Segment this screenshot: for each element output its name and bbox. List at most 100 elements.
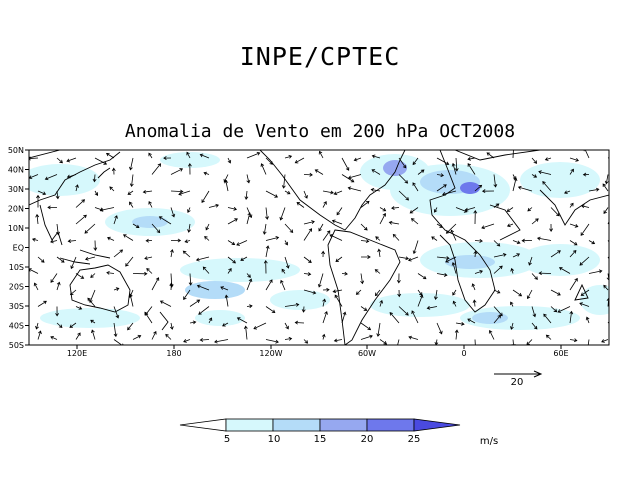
wind-arrow-icon [580, 204, 590, 209]
wind-arrow-icon [550, 250, 561, 258]
wind-arrow-icon [55, 306, 60, 317]
wind-arrow-icon [336, 207, 343, 216]
wind-arrow-icon [318, 223, 324, 232]
wind-arrow-icon [409, 207, 419, 214]
wind-arrow-icon [322, 190, 334, 195]
wind-arrow-icon [182, 250, 191, 258]
wind-arrow-icon [569, 240, 578, 246]
wind-arrow-icon [84, 223, 96, 234]
wind-arrow-icon [398, 306, 409, 316]
wind-arrow-icon [569, 310, 574, 324]
wind-arrow-icon [410, 218, 419, 225]
wind-arrow-icon [142, 189, 153, 194]
wind-arrow-icon [452, 300, 457, 307]
wind-arrow-icon [35, 322, 39, 330]
wind-arrow-icon [70, 256, 77, 270]
wind-arrow-icon [56, 157, 63, 164]
wind-arrow-icon [165, 333, 172, 340]
wind-arrow-icon [151, 277, 160, 291]
wind-arrow-icon [436, 256, 450, 260]
wind-arrow-icon [361, 255, 371, 259]
wind-arrow-icon [341, 311, 347, 324]
wind-arrow-icon [148, 201, 153, 208]
wind-arrow-icon [31, 237, 39, 242]
wind-arrow-icon [47, 205, 58, 210]
wind-arrow-icon [377, 248, 382, 258]
wind-arrow-icon [125, 256, 134, 267]
wind-arrow-icon [279, 207, 286, 221]
wind-arrow-icon [451, 261, 457, 274]
wind-arrow-icon [184, 239, 191, 244]
wind-arrow-icon [322, 230, 331, 241]
lat-label-eq: EQ [13, 244, 24, 253]
colorbar-unit: m/s [480, 436, 498, 447]
colorbar: 5 10 15 20 25 m/s [179, 418, 498, 447]
colorbar-segment-10-15 [272, 418, 321, 432]
wind-arrow-icon [294, 320, 305, 325]
coast-madagascar [574, 283, 589, 301]
wind-arrow-icon [265, 236, 280, 241]
wind-arrow-icon [543, 313, 552, 324]
wind-arrow-icon [265, 306, 276, 314]
wind-arrow-icon [303, 339, 309, 344]
wind-arrow-icon [127, 322, 134, 331]
wind-arrow-icon [374, 289, 381, 297]
wind-arrow-icon [493, 203, 500, 208]
wind-arrow-icon [202, 266, 210, 274]
wind-arrow-icon [569, 157, 580, 162]
wind-arrow-icon [398, 157, 407, 169]
wind-arrow-icon [550, 306, 558, 313]
lat-label-10s: 10S [9, 263, 24, 272]
wind-arrow-icon [56, 281, 61, 291]
wind-arrow-icon [303, 190, 308, 199]
wind-arrow-icon [113, 322, 118, 338]
wind-arrow-icon [397, 289, 402, 298]
coast-arabia [489, 204, 521, 241]
wind-arrow-icon [512, 253, 521, 258]
wind-arrow-icon [379, 339, 388, 345]
wind-arrow-icon [360, 322, 372, 331]
wind-arrow-icon [93, 240, 98, 251]
wind-arrow-icon [243, 325, 248, 340]
wind-arrow-icon [398, 190, 410, 201]
wind-arrow-icon [317, 273, 324, 288]
wind-arrow-icon [452, 289, 457, 296]
wind-arrow-icon [588, 240, 596, 245]
wind-arrow-icon [526, 289, 533, 300]
wind-arrow-icon [450, 229, 457, 241]
wind-arrow-icon [531, 322, 538, 330]
wind-arrow-icon [360, 334, 373, 340]
wind-arrow-icon [265, 207, 269, 220]
wind-arrow-icon [144, 256, 153, 260]
wind-arrow-icon [331, 219, 343, 225]
wind-arrow-icon [603, 207, 609, 215]
wind-arrow-icon [284, 322, 289, 330]
wind-arrow-icon [569, 223, 579, 228]
wind-arrow-icon [128, 293, 134, 307]
wind-arrow-icon [493, 253, 507, 258]
wind-arrow-icon [170, 189, 184, 194]
lat-label-20s: 20S [9, 283, 24, 292]
wind-arrow-icon [412, 182, 419, 192]
org-title: INPE/CPTEC [239, 42, 401, 71]
coastlines [29, 150, 609, 345]
coast-japan [97, 167, 111, 179]
wind-arrow-icon [183, 289, 191, 301]
wind-arrow-icon [246, 151, 261, 159]
coast-indonesia [59, 249, 111, 265]
wind-arrow-icon [493, 265, 503, 274]
wind-arrow-icon [281, 268, 286, 274]
wind-arrow-icon [227, 157, 232, 164]
wind-arrow-icon [471, 283, 476, 291]
wind-arrow-icon [549, 223, 554, 232]
wind-arrow-icon [417, 294, 424, 307]
lat-label-40s: 40S [9, 322, 24, 331]
wind-arrow-icon [90, 273, 96, 279]
wind-arrow-icon [284, 256, 290, 269]
wind-arrow-icon [113, 249, 124, 258]
wind-arrow-icon [132, 334, 142, 340]
wind-arrow-icon [431, 236, 438, 241]
wind-arrow-icon [170, 249, 174, 258]
wind-arrow-icon [214, 339, 229, 344]
wind-arrow-icon [360, 239, 370, 244]
